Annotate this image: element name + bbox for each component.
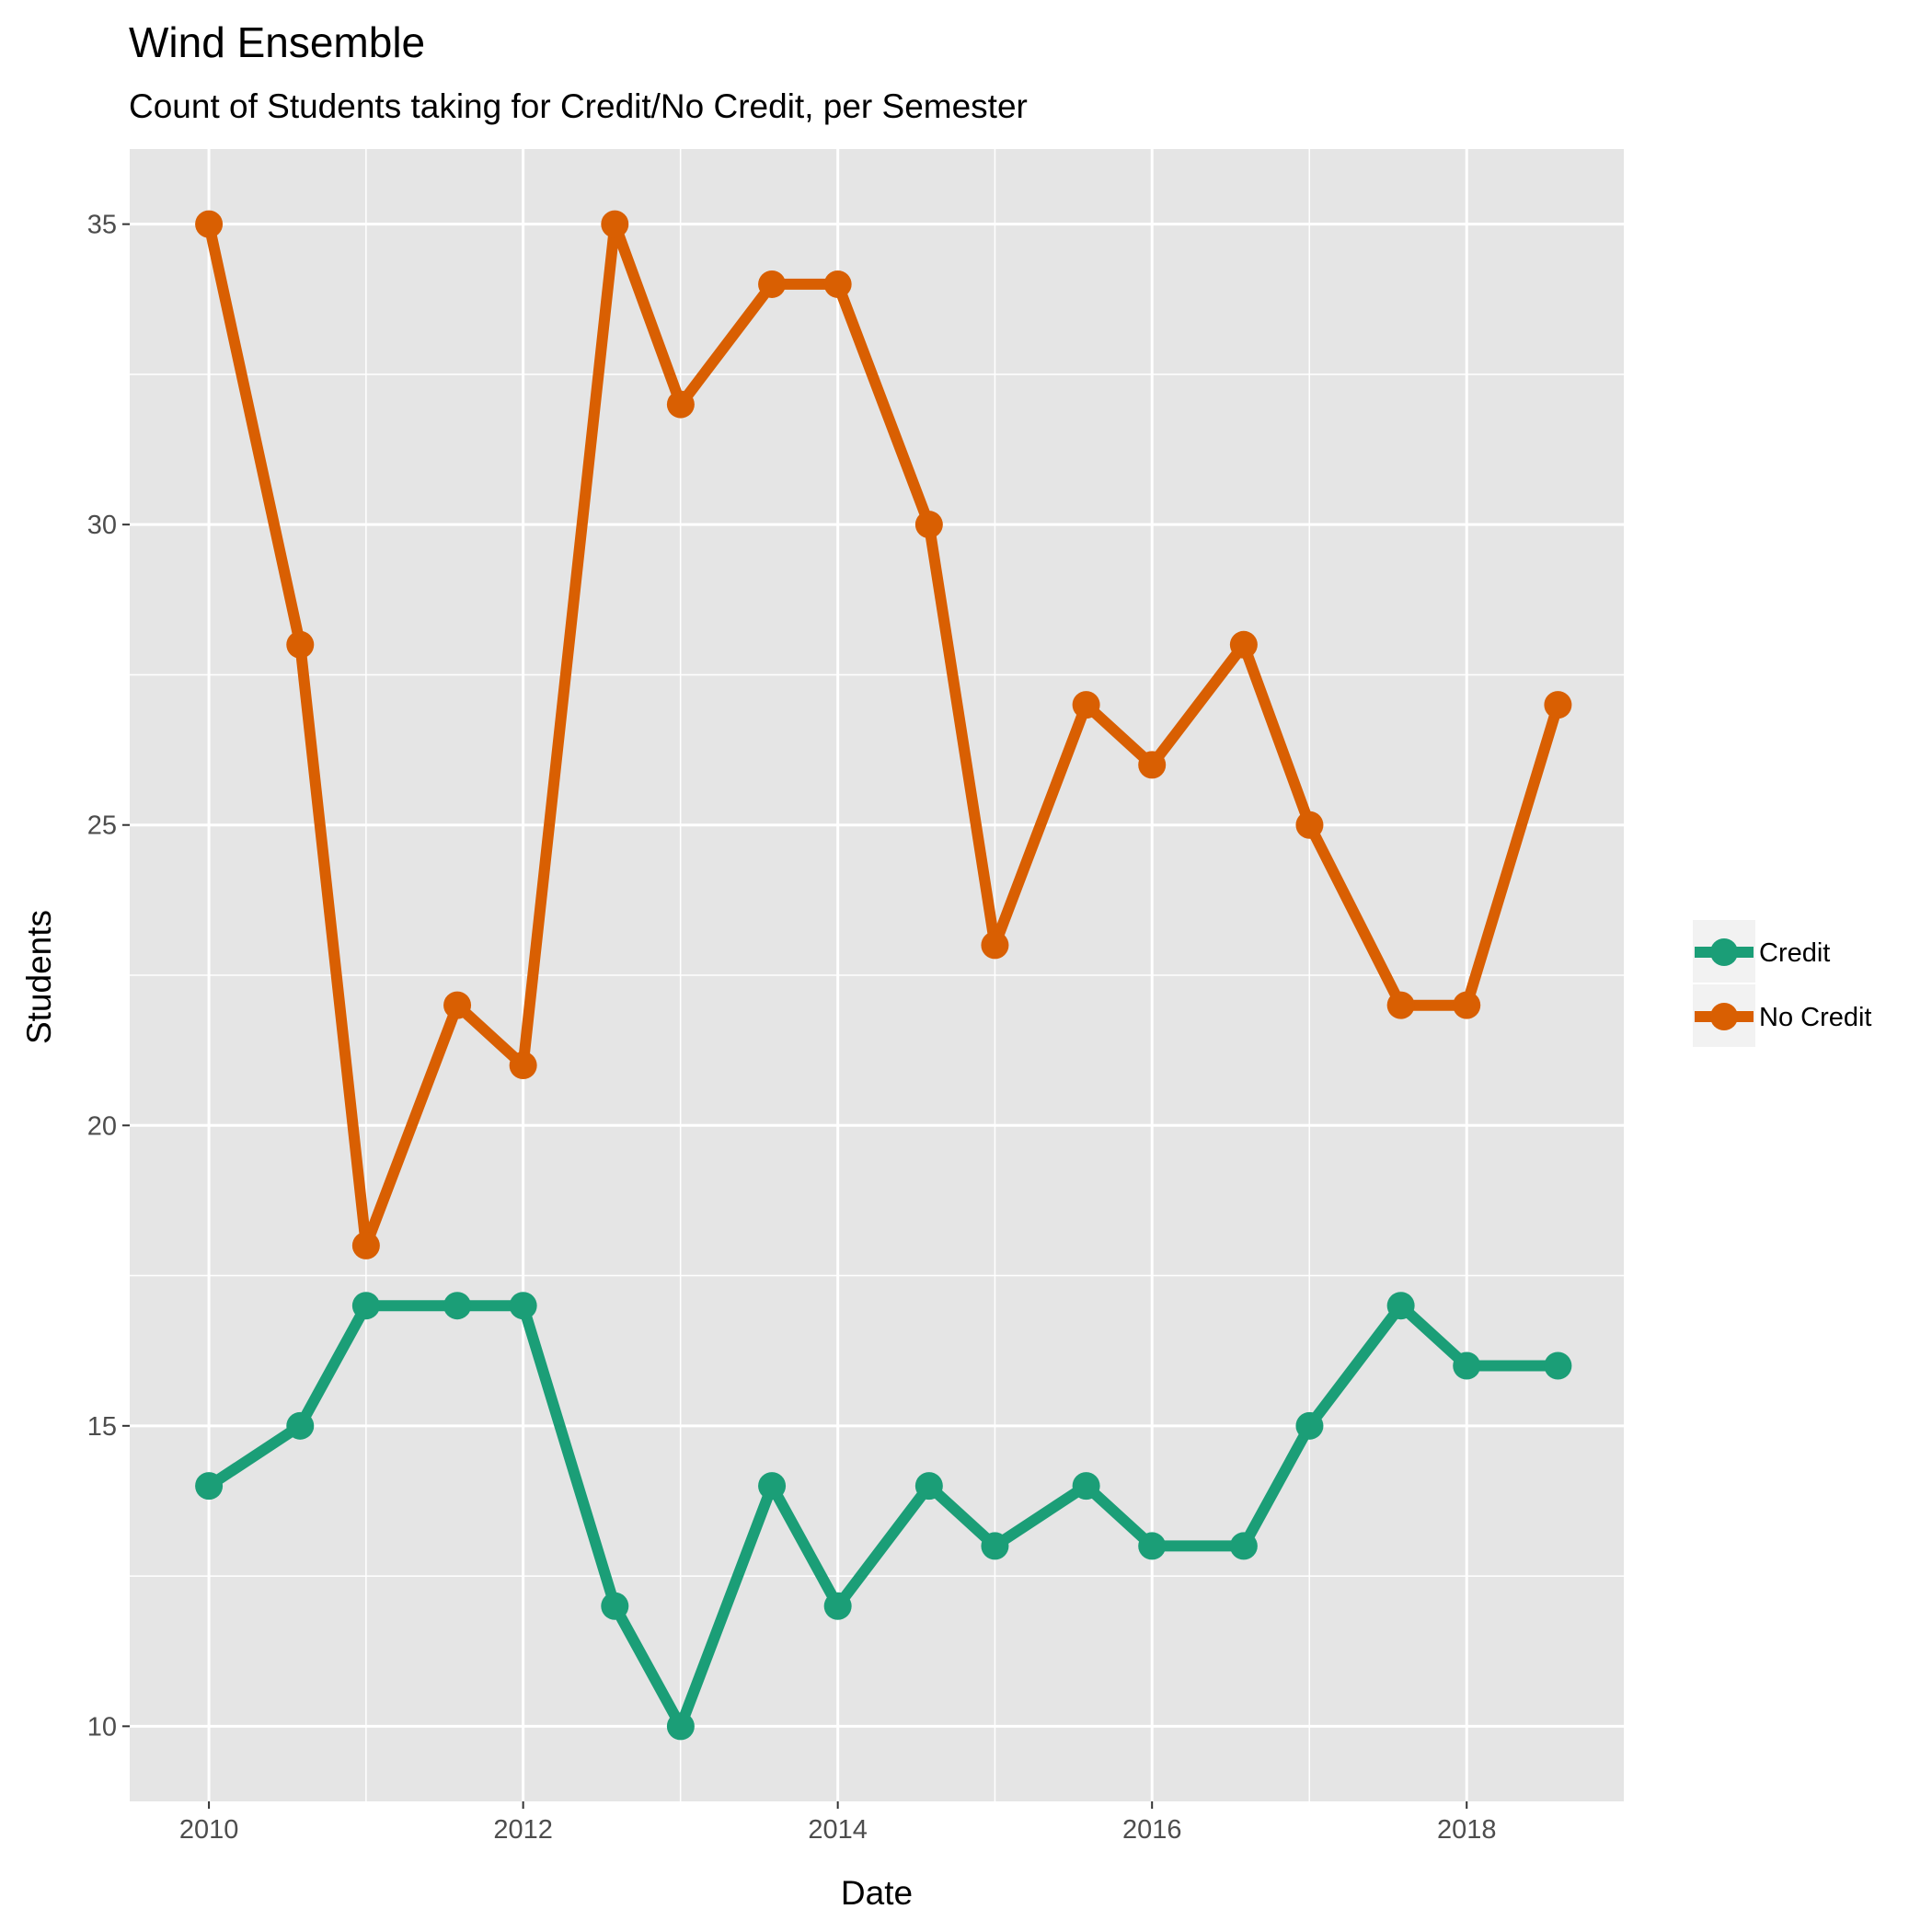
x-axis-title: Date: [841, 1874, 913, 1912]
legend-key-point: [1710, 1003, 1738, 1030]
data-point: [509, 1051, 537, 1079]
x-tick-label: 2010: [179, 1815, 239, 1845]
data-point: [666, 390, 695, 419]
minor-gridlines: [130, 149, 1624, 1801]
data-point: [443, 991, 472, 1019]
legend: Credit No Credit: [1693, 920, 1872, 1047]
series-line: [203, 218, 1564, 1251]
series-layer: [195, 210, 1572, 1741]
data-point: [286, 1411, 315, 1440]
data-point: [1229, 630, 1258, 659]
y-tick-label: 15: [87, 1412, 117, 1442]
data-point: [1453, 1351, 1481, 1380]
x-tick-label: 2016: [1122, 1815, 1182, 1845]
data-point: [1453, 991, 1481, 1019]
chart-title: Wind Ensemble: [129, 18, 425, 66]
data-point: [1295, 811, 1324, 839]
data-point: [351, 1292, 380, 1320]
data-point: [1386, 1292, 1415, 1320]
data-point: [758, 270, 787, 298]
data-point: [666, 1712, 695, 1741]
y-tick-label: 30: [87, 511, 117, 540]
legend-label: No Credit: [1759, 1003, 1872, 1032]
data-point: [1138, 1532, 1167, 1560]
data-point: [1138, 751, 1167, 779]
data-point: [1544, 1351, 1572, 1380]
data-point: [1295, 1411, 1324, 1440]
data-point: [286, 630, 315, 659]
major-gridlines: [130, 149, 1624, 1801]
chart-subtitle: Count of Students taking for Credit/No C…: [129, 87, 1028, 125]
legend-item: No Credit: [1693, 984, 1872, 1047]
data-point: [914, 1472, 943, 1501]
data-point: [823, 270, 852, 298]
series-no-credit: [195, 210, 1572, 1259]
data-point: [1072, 691, 1100, 719]
legend-item: Credit: [1693, 920, 1830, 983]
data-point: [1386, 991, 1415, 1019]
data-point: [351, 1231, 380, 1259]
y-tick-label: 20: [87, 1111, 117, 1141]
data-point: [195, 1472, 224, 1501]
data-point: [1544, 691, 1572, 719]
data-point: [981, 1532, 1009, 1560]
data-point: [981, 931, 1009, 960]
data-point: [601, 210, 629, 238]
data-point: [823, 1592, 852, 1620]
y-tick-label: 35: [87, 211, 117, 240]
data-point: [195, 210, 224, 238]
y-tick-label: 25: [87, 811, 117, 841]
legend-key-point: [1710, 938, 1738, 966]
y-tick-label: 10: [87, 1712, 117, 1742]
legend-label: Credit: [1759, 938, 1830, 968]
x-tick-label: 2012: [493, 1815, 553, 1845]
data-point: [509, 1292, 537, 1320]
x-axis: 2010 2012 2014 2016 2018: [179, 1801, 1497, 1845]
x-tick-label: 2018: [1437, 1815, 1497, 1845]
data-point: [1072, 1472, 1100, 1501]
data-point: [1229, 1532, 1258, 1560]
y-axis: 10 15 20 25 30 35: [87, 211, 130, 1742]
series-credit: [195, 1292, 1572, 1741]
data-point: [601, 1592, 629, 1620]
x-tick-label: 2014: [808, 1815, 868, 1845]
data-point: [914, 511, 943, 539]
data-point: [443, 1292, 472, 1320]
series-line: [205, 1300, 1558, 1732]
y-axis-title: Students: [20, 910, 58, 1044]
data-point: [758, 1472, 787, 1501]
